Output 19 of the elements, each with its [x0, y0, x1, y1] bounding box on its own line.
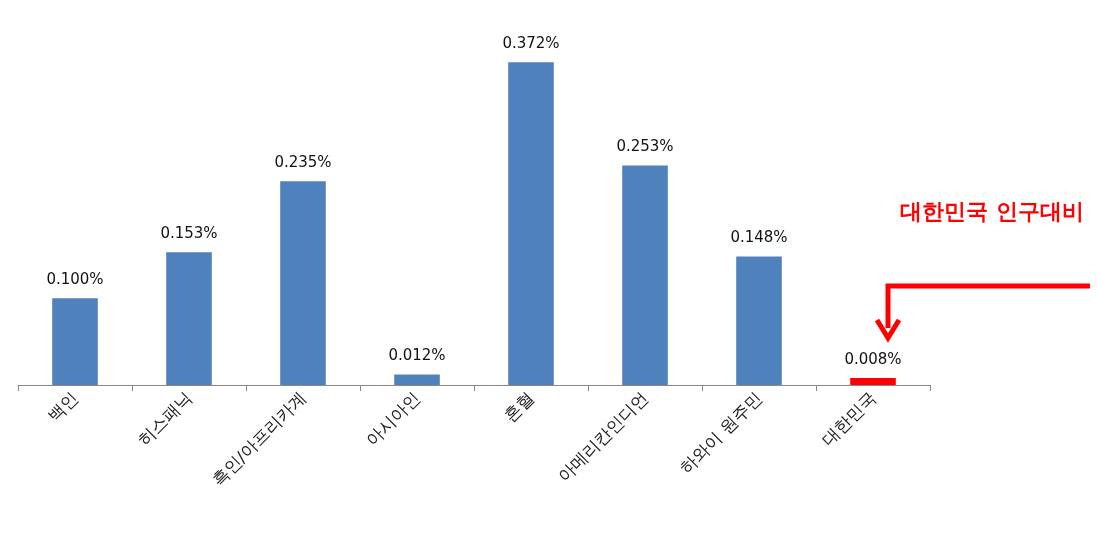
bar — [166, 252, 212, 385]
bar — [736, 256, 782, 385]
data-label: 0.253% — [616, 137, 674, 156]
x-tick-label: 혼혈 — [499, 387, 539, 427]
data-label: 0.008% — [844, 349, 902, 368]
data-label: 0.148% — [730, 228, 788, 247]
bar — [52, 298, 98, 385]
x-tick-label: 백인 — [43, 387, 83, 427]
data-label: 0.372% — [502, 33, 560, 52]
data-label: 0.012% — [388, 346, 446, 365]
data-label: 0.153% — [160, 223, 218, 242]
bar — [394, 374, 440, 385]
data-label: 0.100% — [46, 269, 104, 288]
annotation: 대한민국 인구대비 — [900, 198, 1085, 224]
bar — [508, 62, 554, 385]
data-label: 0.235% — [274, 152, 332, 171]
bar — [622, 165, 668, 385]
bar — [280, 181, 326, 385]
bar — [850, 378, 896, 385]
